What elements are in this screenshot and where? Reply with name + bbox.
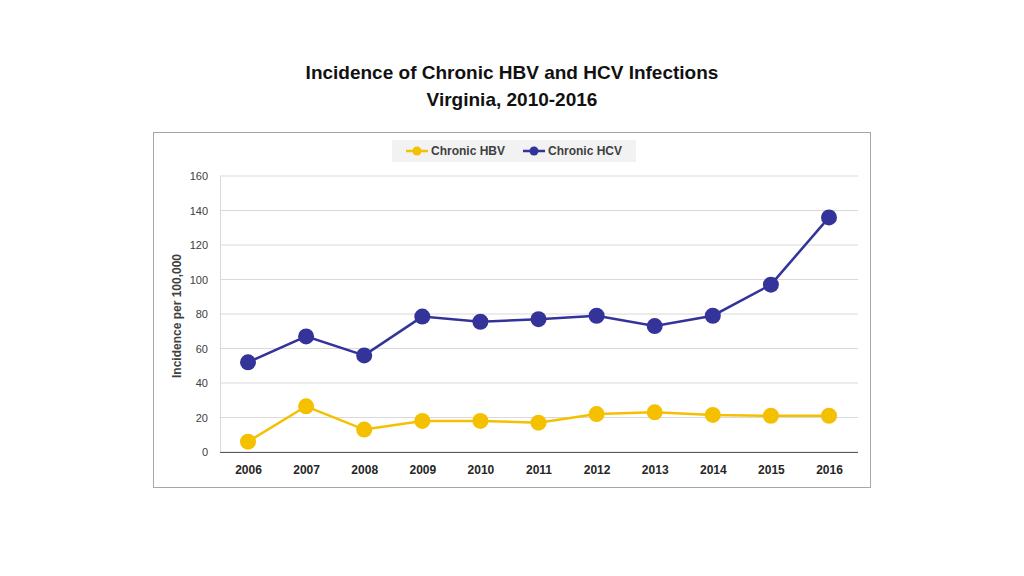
y-axis-line: [220, 177, 221, 453]
grid-line: [220, 176, 858, 177]
y-tick: 140: [190, 205, 220, 217]
grid-line: [220, 348, 858, 349]
x-tick: 2012: [584, 452, 611, 477]
grid-line: [220, 245, 858, 246]
x-axis: 2006 2007 2008 2009 2010 2011 2012 2013 2014 2015…: [220, 452, 858, 477]
y-tick: 0: [202, 446, 220, 458]
x-tick: 2006: [235, 452, 262, 477]
legend-item: Chronic HBV: [406, 144, 505, 158]
legend-label: Chronic HBV: [431, 144, 505, 158]
series-marker: [414, 309, 430, 325]
x-tick: 2013: [642, 452, 669, 477]
series-marker: [240, 354, 256, 370]
series-marker: [531, 415, 547, 431]
y-tick: 100: [190, 274, 220, 286]
legend-background: [392, 140, 636, 162]
x-tick: 2009: [409, 452, 436, 477]
grid-line: [220, 210, 858, 211]
y-tick: 80: [196, 308, 220, 320]
series-marker: [531, 311, 547, 327]
y-tick-label: 100: [190, 274, 208, 286]
y-tick: 40: [196, 377, 220, 389]
series-marker: [472, 314, 488, 330]
x-tick-label: 2013: [642, 463, 669, 477]
chart-frame: [154, 133, 871, 488]
series-marker: [647, 318, 663, 334]
series-marker: [705, 407, 721, 423]
x-tick: 2014: [700, 452, 727, 477]
subtitle: Virginia, 2010-2016: [427, 89, 598, 110]
series-marker: [240, 434, 256, 450]
legend-marker: [530, 147, 539, 156]
series-marker: [356, 422, 372, 438]
y-tick-label: 80: [196, 308, 208, 320]
series-marker: [356, 347, 372, 363]
x-tick-label: 2014: [700, 463, 727, 477]
y-tick-label: 120: [190, 239, 208, 251]
series-marker: [821, 209, 837, 225]
series-marker: [589, 308, 605, 324]
legend-item: Chronic HCV: [523, 144, 622, 158]
x-tick-label: 2009: [409, 463, 436, 477]
series-marker: [763, 277, 779, 293]
y-tick-label: 160: [190, 170, 208, 182]
x-tick: 2016: [816, 452, 843, 477]
x-tick: 2007: [293, 452, 320, 477]
series-marker: [763, 408, 779, 424]
series-marker: [647, 404, 663, 420]
x-axis-line: [220, 452, 858, 453]
x-tick-label: 2007: [293, 463, 320, 477]
series-marker: [705, 308, 721, 324]
legend: Chronic HBV Chronic HCV: [392, 140, 636, 162]
grid-line: [220, 279, 858, 280]
x-tick-label: 2010: [468, 463, 495, 477]
series-marker: [821, 408, 837, 424]
y-tick-label: 40: [196, 377, 208, 389]
x-tick: 2011: [526, 452, 552, 477]
x-tick: 2010: [468, 452, 495, 477]
x-tick-label: 2006: [235, 463, 262, 477]
x-tick: 2008: [351, 452, 378, 477]
y-tick-label: 20: [196, 412, 208, 424]
y-tick: 60: [196, 343, 220, 355]
series-marker: [589, 406, 605, 422]
grid: [220, 176, 858, 452]
series-marker: [298, 328, 314, 344]
series-marker: [472, 413, 488, 429]
y-tick: 120: [190, 239, 220, 251]
y-tick-label: 140: [190, 205, 208, 217]
y-axis-title: Incidence per 100,000: [170, 254, 184, 378]
x-tick-label: 2015: [758, 463, 785, 477]
x-tick-label: 2011: [526, 463, 552, 477]
legend-label: Chronic HCV: [548, 144, 622, 158]
y-axis: 0 20 40 60 80 100 120 140 160: [190, 170, 221, 458]
legend-marker: [412, 147, 421, 156]
title: Incidence of Chronic HBV and HCV Infecti…: [306, 62, 719, 83]
y-tick: 20: [196, 412, 220, 424]
series-marker: [414, 413, 430, 429]
series-line: [248, 217, 829, 362]
x-tick-label: 2008: [351, 463, 378, 477]
plot-area: [240, 209, 837, 449]
chart: Incidence of Chronic HBV and HCV Infecti…: [0, 0, 1024, 576]
y-tick-label: 60: [196, 343, 208, 355]
x-tick: 2015: [758, 452, 785, 477]
y-tick: 160: [190, 170, 220, 182]
x-tick-label: 2012: [584, 463, 611, 477]
x-tick-label: 2016: [816, 463, 843, 477]
series-marker: [298, 398, 314, 414]
grid-line: [220, 452, 858, 453]
series-line: [248, 406, 829, 441]
grid-line: [220, 383, 858, 384]
y-tick-label: 0: [202, 446, 208, 458]
